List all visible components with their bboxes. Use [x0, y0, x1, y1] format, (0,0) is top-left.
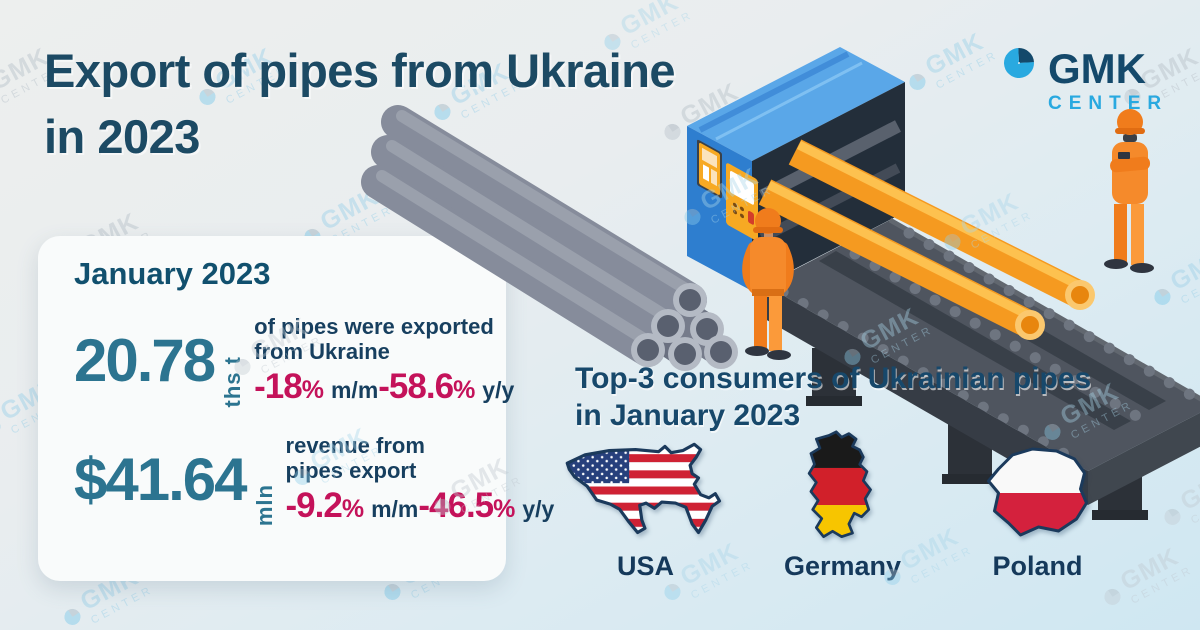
gmk-donut-watermark-icon — [62, 607, 82, 627]
page-title: Export of pipes from Ukraine in 2023 — [44, 38, 676, 170]
country-poland: Poland — [950, 430, 1125, 582]
gmk-donut-watermark-icon — [532, 277, 552, 297]
volume-yy-change: -58.6 % y/y — [378, 367, 515, 406]
stat-row-revenue: $41.64 mln revenue from pipes export -9.… — [74, 433, 554, 526]
volume-mm-change: -18 % m/m — [254, 367, 379, 406]
revenue-value: $41.64 — [74, 445, 248, 513]
country-label-poland: Poland — [992, 551, 1083, 581]
country-label-germany: Germany — [783, 551, 902, 581]
stats-card: January 2023 20.78 ths t of pipes were e… — [38, 236, 554, 581]
stat-row-volume: 20.78 ths t of pipes were exported from … — [74, 314, 514, 407]
card-header: January 2023 — [74, 256, 271, 291]
usa-flag-map — [565, 442, 721, 535]
orange-pipes-illustration — [758, 139, 1095, 340]
volume-unit: ths t — [220, 355, 246, 407]
worker-illustration-left — [742, 208, 794, 360]
country-usa: USA — [558, 430, 733, 582]
country-germany: Germany — [755, 430, 930, 582]
page-title-line2: in 2023 — [44, 110, 200, 163]
revenue-unit: mln — [251, 483, 277, 526]
poland-flag-map — [986, 447, 1088, 537]
revenue-yy-change: -46.5 % y/y — [418, 486, 555, 525]
gmk-donut-watermark-icon — [1162, 507, 1182, 527]
revenue-mm-change: -9.2 % m/m — [285, 486, 419, 525]
gmk-donut-watermark-icon — [0, 417, 2, 437]
volume-value: 20.78 — [74, 326, 216, 394]
gmk-donut-watermark-icon — [382, 582, 402, 602]
pipe-mill-machine-illustration — [687, 47, 905, 291]
pipe-ends — [631, 283, 738, 371]
revenue-description: revenue from pipes export — [285, 433, 425, 483]
consumers-heading: Top-3 consumers of Ukrainian pipes in Ja… — [575, 362, 1092, 432]
volume-description: of pipes were exported from Ukraine — [254, 314, 494, 364]
page-title-line1: Export of pipes from Ukraine — [44, 44, 676, 97]
gmk-center-logo: GMK CENTER — [997, 41, 1169, 114]
gmk-donut-icon — [997, 41, 1041, 85]
logo-name: GMK — [1048, 45, 1146, 92]
gmk-donut-watermark-icon — [682, 207, 702, 227]
logo-sub: CENTER — [1048, 93, 1169, 114]
country-label-usa: USA — [616, 551, 674, 581]
gmk-donut-watermark-icon — [1152, 287, 1172, 307]
gmk-donut-watermark-icon — [662, 582, 682, 602]
gmk-donut-watermark-icon — [907, 72, 927, 92]
gmk-donut-watermark-icon — [942, 232, 962, 252]
worker-illustration-right — [1104, 109, 1154, 273]
gmk-donut-watermark-icon — [1102, 587, 1122, 607]
germany-flag-map — [807, 430, 872, 539]
machine-control-panels — [697, 139, 770, 276]
